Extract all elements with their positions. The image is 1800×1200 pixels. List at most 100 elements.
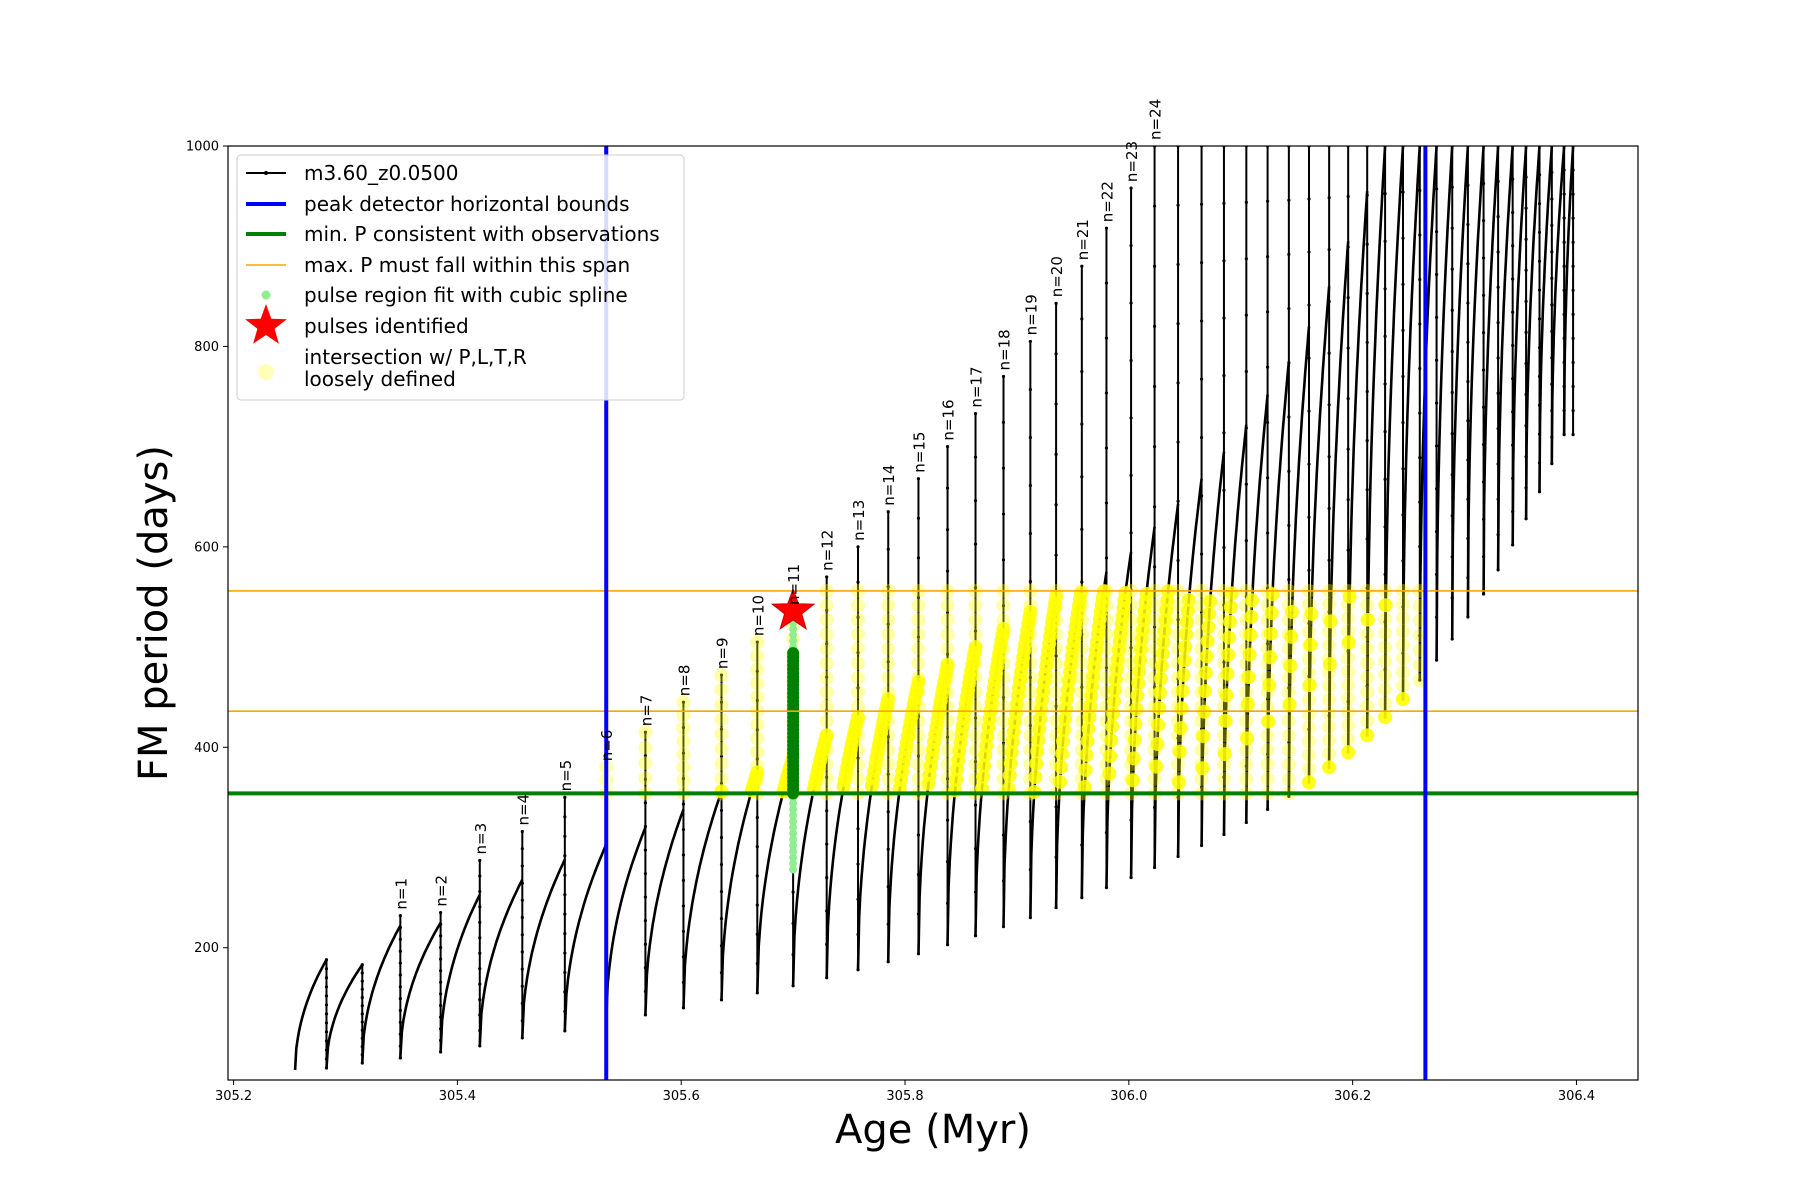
intersection-point [676, 695, 691, 710]
x-tick-label: 306.4 [1558, 1089, 1595, 1104]
identified-pulse-star [770, 587, 816, 631]
track-marker [1028, 723, 1032, 728]
intersection-point [1360, 612, 1375, 627]
intersection-point [1104, 733, 1119, 748]
intersection-point [1153, 671, 1168, 686]
track-marker [1571, 408, 1575, 413]
intersection-point [1078, 762, 1093, 777]
track-marker [1287, 198, 1291, 202]
intersection-point [1302, 665, 1316, 680]
intersection-point [996, 598, 1011, 613]
intersection-point [1194, 743, 1209, 758]
track-marker [1481, 219, 1486, 223]
intersection-point [714, 697, 729, 712]
track-marker [1222, 201, 1226, 205]
track-marker [681, 751, 686, 755]
track-marker [478, 858, 482, 863]
track-marker [1537, 173, 1542, 177]
intersection-point [851, 641, 866, 656]
intersection-point [1023, 604, 1038, 619]
intersection-point [1281, 641, 1296, 656]
track-marker [1365, 193, 1369, 197]
track-marker [681, 700, 686, 704]
track-marker [1550, 303, 1554, 307]
track-marker [1511, 310, 1515, 314]
intersection-point [1360, 699, 1375, 714]
track-marker [1028, 820, 1032, 824]
intersection-point [1263, 650, 1278, 665]
intersection-point [1173, 721, 1188, 736]
pulse-label-n=4: n=4 [514, 794, 532, 826]
intersection-point [676, 773, 691, 788]
track-marker [1307, 568, 1311, 572]
intersection-point [1049, 598, 1064, 613]
track-marker [1307, 462, 1311, 466]
track-marker [755, 728, 759, 732]
intersection-point [1023, 685, 1038, 700]
track-marker [1496, 285, 1500, 289]
pulse-track-9 [644, 808, 685, 1015]
intersection-point [1156, 634, 1171, 649]
track-marker [1028, 339, 1032, 344]
y-axis-title: FM period (days) [131, 445, 177, 781]
intersection-point [1322, 733, 1337, 748]
intersection-point [714, 727, 729, 742]
pulse-track-47 [1538, 146, 1554, 492]
intersection-point [1157, 623, 1172, 638]
intersection-point [1378, 626, 1393, 641]
track-marker [1222, 546, 1226, 550]
intersection-point [1260, 699, 1275, 714]
track-marker [1176, 322, 1180, 326]
intersection-point [1322, 760, 1337, 775]
track-marker [916, 516, 921, 520]
x-tick-label: 305.2 [215, 1089, 252, 1104]
pulse-label-n=23: n=23 [1123, 141, 1141, 182]
track-marker [1550, 276, 1554, 280]
track-marker [1265, 476, 1270, 480]
track-marker [945, 652, 950, 656]
track-marker [886, 585, 890, 589]
track-marker [1104, 666, 1109, 670]
intersection-point [881, 656, 896, 671]
min-period-fit-point [787, 647, 800, 660]
pulse-label-n=14: n=14 [880, 465, 898, 506]
intersection-point [1174, 701, 1189, 716]
intersection-point [1056, 734, 1071, 749]
track-marker [563, 854, 567, 858]
intersection-point [1083, 698, 1098, 713]
track-marker [1571, 240, 1575, 244]
track-marker [1080, 317, 1084, 321]
intersection-point [714, 742, 729, 757]
track-marker [1401, 328, 1405, 332]
track-marker [1418, 455, 1422, 460]
intersection-point [1281, 728, 1296, 743]
intersection-point [1243, 627, 1258, 642]
intersection-point [1049, 627, 1064, 642]
track-marker [439, 934, 443, 938]
track-marker [324, 1039, 329, 1043]
track-marker [1199, 319, 1204, 323]
intersection-point [911, 675, 926, 690]
intersection-point [1221, 647, 1236, 662]
intersection-point [1260, 743, 1275, 758]
track-marker [1222, 373, 1226, 378]
pulse-label-n=1: n=1 [392, 878, 410, 910]
track-marker [1346, 498, 1350, 502]
intersection-point [1057, 722, 1072, 737]
intersection-point [940, 685, 955, 700]
intersection-point [750, 772, 765, 787]
track-marker [1080, 580, 1084, 584]
pulse-track-35 [1346, 191, 1369, 753]
intersection-point [1260, 728, 1275, 743]
intersection-point [676, 747, 691, 762]
track-marker [360, 971, 364, 975]
intersection-point [819, 656, 834, 671]
track-marker [1571, 433, 1575, 437]
intersection-point [1302, 678, 1317, 693]
track-marker [1562, 264, 1566, 268]
track-marker [1383, 239, 1387, 243]
intersection-point [1003, 756, 1018, 771]
intersection-point [1396, 678, 1410, 693]
intersection-point [1281, 670, 1296, 685]
track-marker [973, 847, 978, 851]
